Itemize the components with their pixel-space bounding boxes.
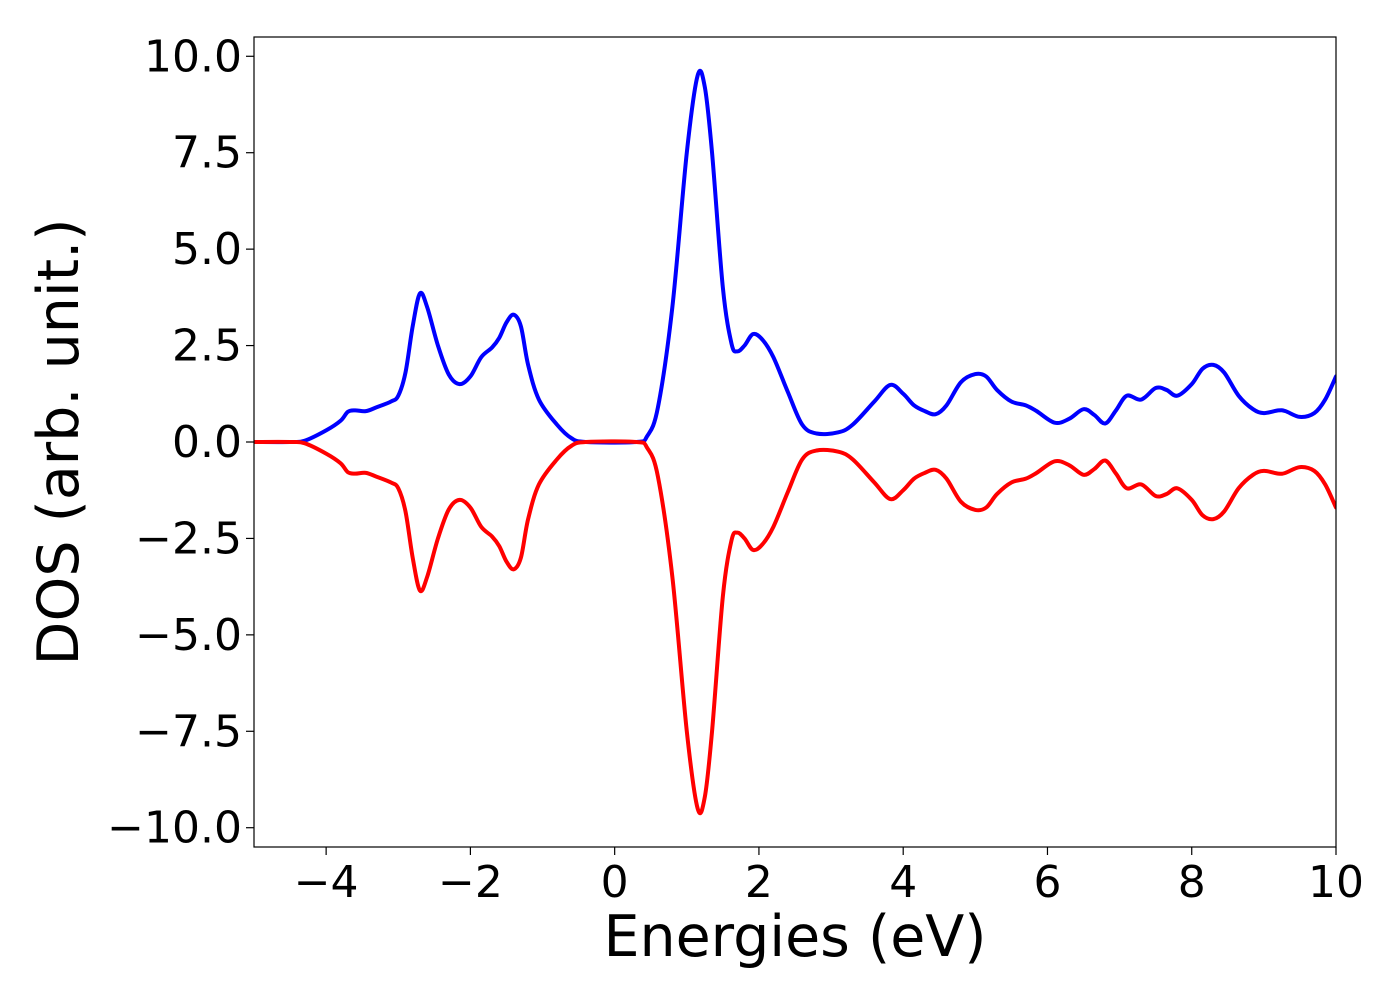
y-tick-label: 10.0	[144, 31, 242, 82]
y-tick-label: 2.5	[172, 321, 242, 372]
x-axis-label: Energies (eV)	[603, 904, 986, 970]
x-tick-label: −4	[294, 857, 359, 908]
x-tick-label: 10	[1308, 857, 1364, 908]
x-tick-label: 8	[1178, 857, 1206, 908]
series-line-2	[254, 439, 1336, 816]
y-tick-label: −2.5	[135, 513, 242, 564]
y-tick-label: −7.5	[135, 706, 242, 757]
series-line-1	[254, 68, 1336, 445]
x-axis-ticks: −4 −2 0 2 4 6 8 10	[294, 847, 1364, 908]
x-tick-label: 0	[601, 857, 629, 908]
y-tick-label: 7.5	[172, 128, 242, 179]
series-layer	[254, 68, 1336, 816]
x-tick-label: −2	[438, 857, 503, 908]
y-axis-ticks: 10.0 7.5 5.0 2.5 0.0 −2.5 −5.0 −7.5 −10.0	[107, 31, 254, 854]
y-tick-label: 5.0	[172, 224, 242, 275]
x-tick-label: 2	[745, 857, 773, 908]
plot-frame	[253, 36, 1337, 848]
y-tick-label: −10.0	[107, 803, 242, 854]
x-tick-label: 6	[1033, 857, 1061, 908]
y-tick-label: 0.0	[172, 417, 242, 468]
y-tick-label: −5.0	[135, 610, 242, 661]
x-tick-label: 4	[889, 857, 917, 908]
y-axis-label: DOS (arb. unit.)	[26, 219, 92, 666]
